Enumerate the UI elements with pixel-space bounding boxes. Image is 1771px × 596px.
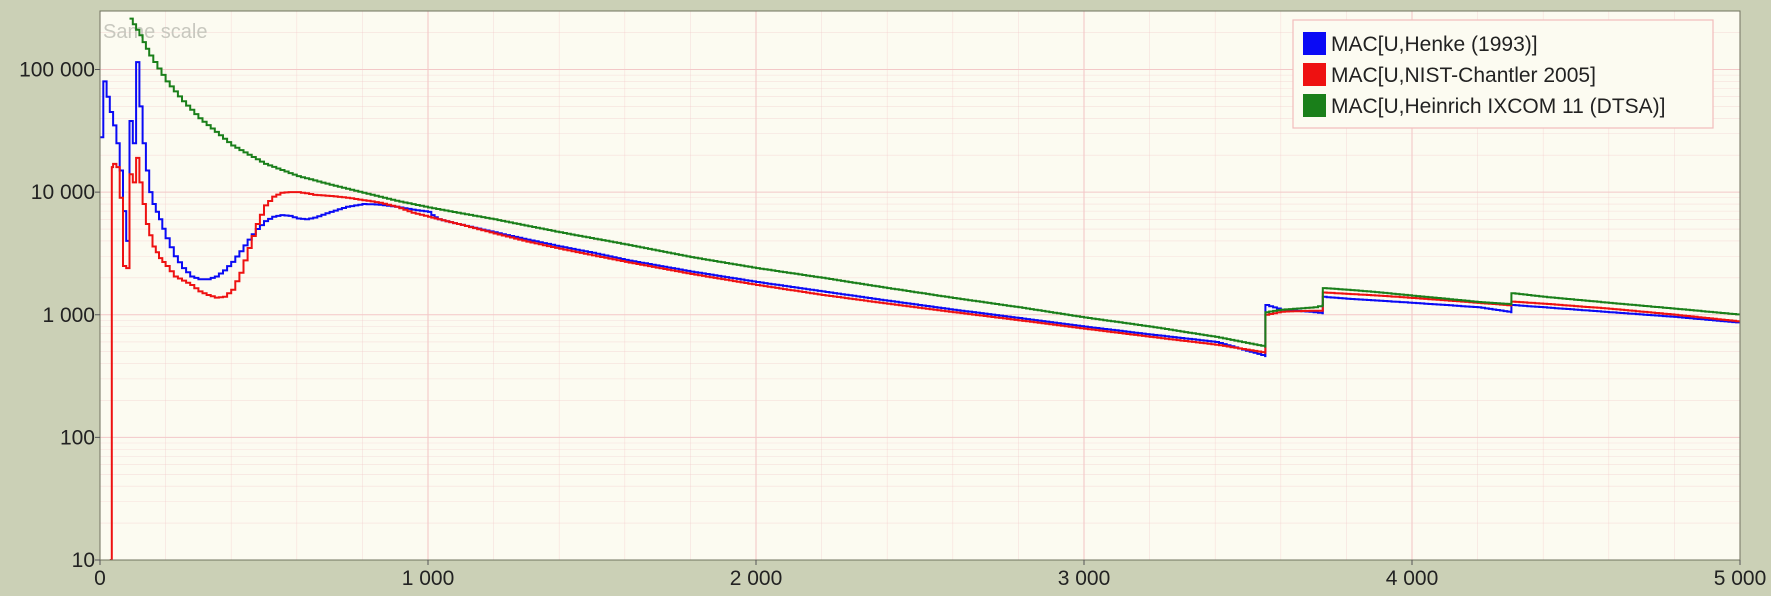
series-line-0 — [100, 61, 1740, 358]
x-axis: 0 1 000 2 000 3 000 4 000 5 000 — [94, 560, 1766, 590]
y-tick-label: 10 000 — [31, 181, 95, 204]
minor-grid — [100, 10, 1740, 560]
y-axis: 10 100 1 000 10 000 100 000 — [19, 59, 100, 572]
x-tick-label: 5 000 — [1714, 567, 1767, 590]
legend-label-2: MAC[U,Heinrich IXCOM 11 (DTSA)] — [1331, 95, 1666, 118]
series-layer — [100, 17, 1740, 560]
x-tick-label: 0 — [94, 567, 106, 590]
x-tick-label: 1 000 — [402, 567, 455, 590]
y-tick-label: 1 000 — [42, 304, 95, 327]
x-tick-label: 3 000 — [1058, 567, 1111, 590]
series-line-2 — [129, 17, 1740, 348]
legend-swatch-1 — [1303, 63, 1326, 86]
legend-swatch-2 — [1303, 94, 1326, 117]
legend-box — [1292, 19, 1714, 129]
watermark-label: Same scale — [103, 21, 208, 43]
legend-label-1: MAC[U,NIST-Chantler 2005] — [1331, 64, 1596, 87]
legend-swatch-0 — [1303, 32, 1326, 55]
y-tick-label: 10 — [72, 549, 95, 572]
legend: MAC[U,Henke (1993)] MAC[U,NIST-Chantler 2… — [1292, 19, 1714, 129]
y-tick-label: 100 000 — [19, 59, 95, 82]
x-tick-label: 2 000 — [730, 567, 783, 590]
plot-frame — [99, 10, 1741, 561]
x-tick-label: 4 000 — [1386, 567, 1439, 590]
y-tick-label: 100 — [60, 426, 95, 449]
legend-label-0: MAC[U,Henke (1993)] — [1331, 33, 1538, 56]
